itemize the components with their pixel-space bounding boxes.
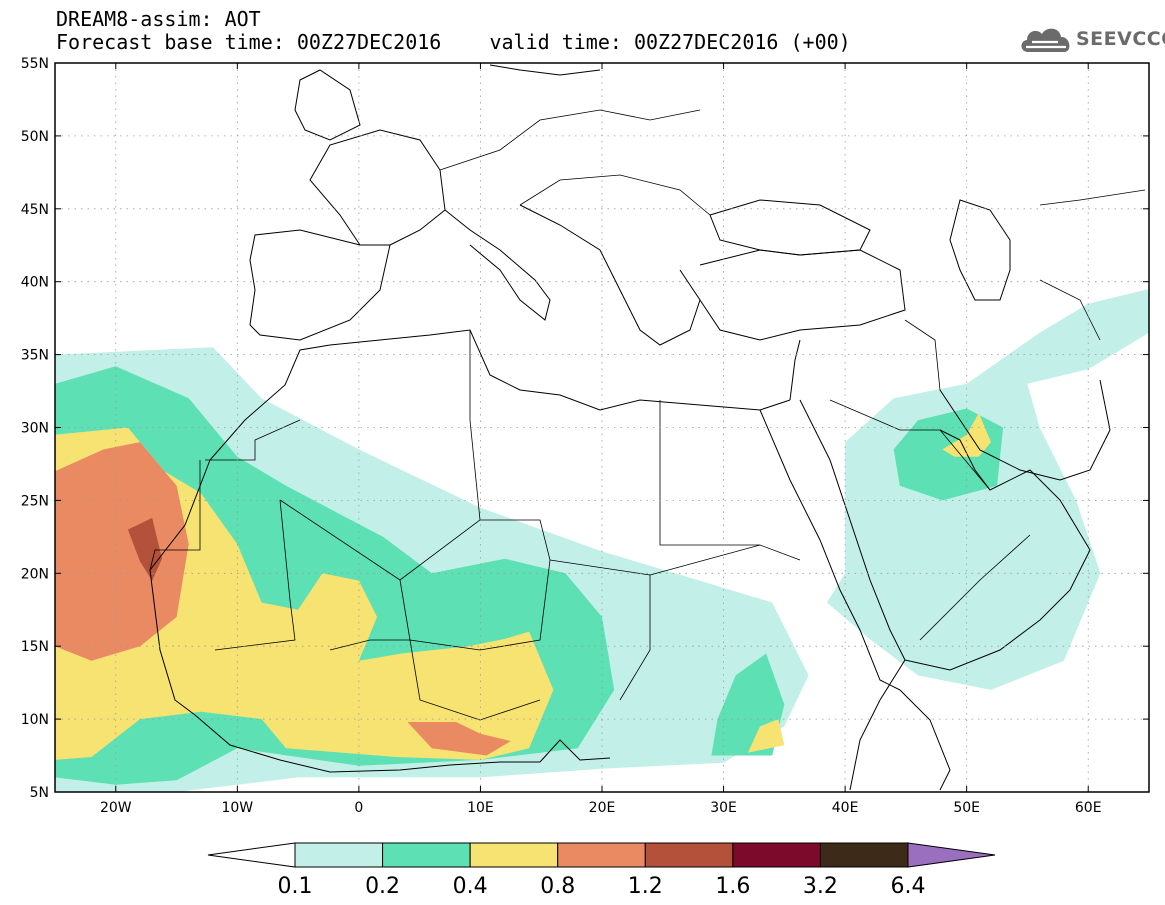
dust-area-0-1	[826, 289, 1149, 690]
gridlines	[55, 63, 1149, 792]
colorbar-swatch	[557, 842, 646, 868]
coastline-iberia	[249, 229, 391, 341]
coastline-uk	[294, 69, 361, 141]
coastline-north-africa	[329, 329, 791, 411]
coastline-italy	[444, 209, 551, 321]
coastline-balkans	[519, 204, 701, 346]
lat-tick-label: 35N	[21, 348, 49, 364]
colorbar-label: 0.8	[540, 874, 575, 899]
colorbar-swatch	[382, 842, 471, 868]
lat-tick-label: 20N	[21, 566, 49, 582]
lon-tick-label: 20E	[589, 800, 616, 816]
lon-tick-label: 10E	[467, 800, 494, 816]
lat-tick-label: 10N	[21, 712, 49, 728]
seevccc-logo: SEEVCCC	[1018, 22, 1165, 56]
colorbar-label: 1.6	[715, 874, 750, 899]
border-arabia	[829, 399, 991, 491]
coastline-east-africa	[849, 659, 906, 791]
border-libya-egypt	[659, 400, 760, 546]
coastline-scandinavia	[489, 64, 601, 76]
border-nigeria	[329, 639, 541, 721]
chart-title: DREAM8-assim: AOT	[56, 7, 261, 31]
colorbar-label: 0.2	[365, 874, 400, 899]
colorbar-swatch	[732, 842, 821, 868]
logo-text: SEEVCCC	[1076, 28, 1165, 50]
coastline-morocco	[209, 344, 331, 461]
border-europe-1	[439, 109, 701, 171]
colorbar-over-arrow	[907, 842, 996, 868]
coastline-caspian	[949, 199, 1011, 301]
lon-tick-label: 30E	[710, 800, 737, 816]
colorbar-label: 6.4	[891, 874, 926, 899]
colorbar-label: 3.2	[803, 874, 838, 899]
lon-tick-label: 50E	[953, 800, 980, 816]
lon-tick-label: 40E	[832, 800, 859, 816]
colorbar-swatch	[644, 842, 734, 868]
dust-area-2-1	[747, 719, 785, 753]
forecast-time-line: Forecast base time: 00Z27DEC2016 valid t…	[56, 30, 851, 54]
coastline-red-sea	[759, 409, 901, 691]
lat-tick-label: 55N	[21, 56, 49, 72]
border-sahara-1	[205, 419, 301, 461]
border-chad	[549, 559, 651, 701]
cloud-icon	[1021, 28, 1070, 52]
coastline-black-sea	[709, 199, 871, 256]
dust-area-3-1	[407, 722, 511, 756]
border-afghanistan	[1039, 279, 1101, 341]
dust-area-3-0	[55, 442, 189, 661]
latitude-axis: 55N 50N 45N 40N 35N 30N 25N 20N 15N 10N 5N	[21, 56, 1149, 801]
border-sudan	[649, 544, 801, 576]
lon-tick-label: 10W	[221, 800, 253, 816]
lon-tick-label: 60E	[1075, 800, 1102, 816]
border-iran-iraq	[904, 319, 941, 391]
border-central-asia	[1039, 189, 1146, 206]
colorbar-label: 0.1	[278, 874, 313, 899]
border-europe-2	[519, 174, 711, 216]
lat-tick-label: 25N	[21, 493, 49, 509]
lat-tick-label: 50N	[21, 129, 49, 145]
lat-tick-label: 45N	[21, 202, 49, 218]
coastlines	[149, 64, 1146, 791]
colorbar-swatch	[819, 842, 909, 868]
lat-tick-label: 40N	[21, 275, 49, 291]
coastline-gulf-of-guinea	[539, 739, 611, 763]
border-yemen-saudi	[919, 534, 1031, 641]
lat-tick-label: 15N	[21, 639, 49, 655]
colorbar: 0.1 0.2 0.4 0.8 1.2 1.6 3.2 6.4	[207, 842, 996, 899]
lon-tick-label: 20W	[100, 800, 132, 816]
coastline-arabia	[904, 429, 1091, 671]
colorbar-label: 1.2	[628, 874, 663, 899]
colorbar-label: 0.4	[453, 874, 488, 899]
colorbar-swatch	[294, 842, 384, 868]
lon-tick-label: 0	[354, 800, 363, 816]
lat-tick-label: 30N	[21, 421, 49, 437]
border-mauritania	[149, 460, 201, 571]
lat-tick-label: 5N	[30, 785, 49, 801]
colorbar-under-arrow	[207, 842, 296, 868]
coastline-levant	[789, 339, 801, 401]
coastline-turkey	[699, 249, 906, 341]
coastline-red-sea-east	[799, 399, 906, 661]
dust-fill-layers	[55, 289, 1149, 792]
coastline-horn-of-africa	[899, 689, 951, 791]
colorbar-swatch	[469, 842, 559, 868]
longitude-axis: 20W 10W 0 10E 20E 30E 40E 50E 60E	[100, 63, 1102, 816]
coastline-france	[309, 129, 446, 246]
border-mali	[214, 499, 296, 651]
coastline-persian-gulf	[939, 379, 1111, 481]
